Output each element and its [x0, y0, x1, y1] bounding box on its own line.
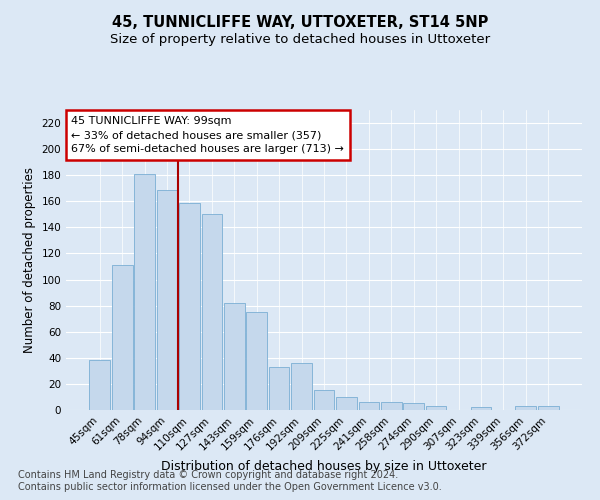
Bar — [538, 406, 559, 410]
Bar — [470, 408, 491, 410]
Bar — [112, 265, 133, 410]
Bar — [224, 303, 245, 410]
Bar — [247, 312, 267, 410]
Bar — [134, 174, 155, 410]
Bar — [179, 202, 200, 410]
Bar — [403, 404, 424, 410]
Bar — [157, 190, 178, 410]
Bar — [291, 363, 312, 410]
Bar — [336, 397, 357, 410]
Text: 45, TUNNICLIFFE WAY, UTTOXETER, ST14 5NP: 45, TUNNICLIFFE WAY, UTTOXETER, ST14 5NP — [112, 15, 488, 30]
Text: Size of property relative to detached houses in Uttoxeter: Size of property relative to detached ho… — [110, 32, 490, 46]
Text: Contains HM Land Registry data © Crown copyright and database right 2024.: Contains HM Land Registry data © Crown c… — [18, 470, 398, 480]
Bar — [426, 406, 446, 410]
Bar — [515, 406, 536, 410]
Bar — [314, 390, 334, 410]
X-axis label: Distribution of detached houses by size in Uttoxeter: Distribution of detached houses by size … — [161, 460, 487, 473]
Bar — [89, 360, 110, 410]
Y-axis label: Number of detached properties: Number of detached properties — [23, 167, 36, 353]
Bar — [381, 402, 401, 410]
Text: Contains public sector information licensed under the Open Government Licence v3: Contains public sector information licen… — [18, 482, 442, 492]
Bar — [202, 214, 222, 410]
Text: 45 TUNNICLIFFE WAY: 99sqm
← 33% of detached houses are smaller (357)
67% of semi: 45 TUNNICLIFFE WAY: 99sqm ← 33% of detac… — [71, 116, 344, 154]
Bar — [269, 367, 289, 410]
Bar — [359, 402, 379, 410]
